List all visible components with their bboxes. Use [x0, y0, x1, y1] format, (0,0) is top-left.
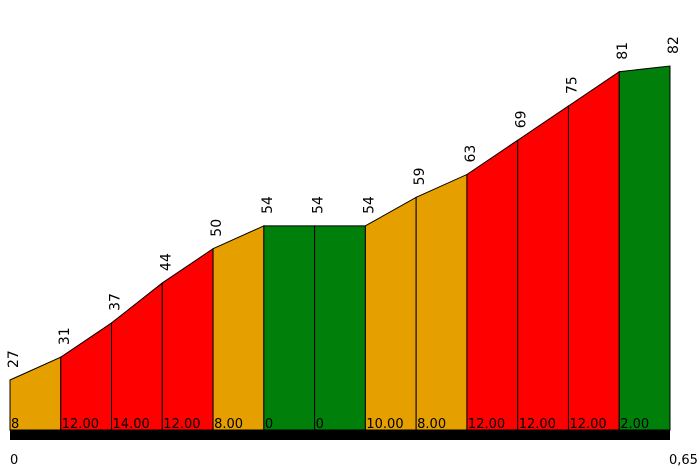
x-start-label: 0 — [10, 453, 18, 468]
elevation-label-4: 44 — [158, 253, 174, 271]
grade-label-2: 12.00 — [62, 417, 99, 432]
elevation-label-2: 31 — [57, 327, 73, 345]
profile-segment-7 — [314, 225, 366, 431]
grade-label-10: 12.00 — [468, 417, 505, 432]
profile-segment-5 — [212, 225, 265, 431]
segments-layer — [9, 65, 671, 431]
x-end-label: 0,65 — [669, 453, 698, 468]
elevation-label-12: 75 — [564, 76, 580, 94]
elevation-label-1: 27 — [6, 350, 22, 368]
profile-segment-6 — [263, 225, 316, 431]
elevation-label-7: 54 — [311, 196, 327, 214]
profile-segment-11 — [517, 105, 569, 431]
grade-label-4: 12.00 — [163, 417, 200, 432]
profile-segment-8 — [364, 196, 417, 431]
elevation-label-3: 37 — [108, 293, 124, 311]
elevation-label-5: 50 — [209, 219, 225, 237]
elevation-label-9: 59 — [412, 167, 428, 185]
grade-label-1: 8 — [11, 417, 19, 432]
profile-segment-10 — [466, 139, 519, 431]
elevation-label-13: 81 — [615, 42, 631, 60]
grade-label-13: 2.00 — [620, 417, 649, 432]
elevation-label-11: 69 — [514, 110, 530, 128]
profile-segment-9 — [415, 173, 468, 431]
profile-segment-4 — [161, 247, 214, 431]
grade-label-11: 12.00 — [519, 417, 556, 432]
grade-label-8: 10.00 — [366, 417, 403, 432]
grade-label-5: 8.00 — [214, 417, 243, 432]
elevation-label-6: 54 — [260, 196, 276, 214]
elevation-label-8: 54 — [361, 196, 377, 214]
profile-segment-13 — [618, 65, 671, 431]
baseline-bar — [10, 430, 670, 440]
elevation-label-14: 82 — [666, 36, 682, 54]
grade-label-7: 0 — [316, 417, 324, 432]
elevation-labels-layer: 27 31 37 44 50 54 54 54 59 63 69 75 81 82 — [6, 36, 682, 368]
grade-label-6: 0 — [265, 417, 273, 432]
grade-label-9: 8.00 — [417, 417, 446, 432]
grade-label-12: 12.00 — [569, 417, 606, 432]
elevation-label-10: 63 — [463, 145, 479, 163]
profile-segment-12 — [567, 70, 620, 431]
grade-labels-layer: 8 12.00 14.00 12.00 8.00 0 0 10.00 8.00 12.00 12.0… — [11, 417, 649, 432]
grade-label-3: 14.00 — [113, 417, 150, 432]
